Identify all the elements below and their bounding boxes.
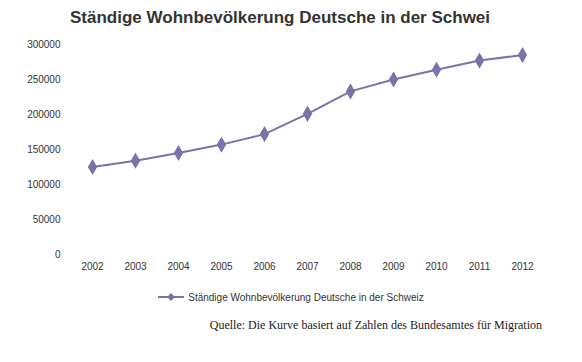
- svg-text:200000: 200000: [27, 109, 61, 120]
- svg-text:2012: 2012: [511, 261, 534, 272]
- svg-text:2002: 2002: [81, 261, 104, 272]
- svg-text:0: 0: [55, 249, 61, 260]
- svg-text:150000: 150000: [27, 144, 61, 155]
- svg-text:2011: 2011: [469, 261, 491, 272]
- svg-text:2009: 2009: [382, 261, 405, 272]
- html-text:Ständige Wohnbevölkerung Deuts: Ständige Wohnbevölkerung Deutsche in der…: [70, 8, 490, 27]
- html-text:Ständige Wohnbevölkerung Deuts: Ständige Wohnbevölkerung Deutsche in der…: [188, 291, 424, 303]
- svg-text:100000: 100000: [27, 179, 61, 190]
- svg-text:300000: 300000: [27, 39, 61, 50]
- svg-text:250000: 250000: [27, 74, 61, 85]
- svg-text:2007: 2007: [296, 261, 319, 272]
- svg-text:2008: 2008: [339, 261, 362, 272]
- svg-text:2006: 2006: [253, 261, 276, 272]
- svg-text:2010: 2010: [425, 261, 448, 272]
- svg-text:2003: 2003: [124, 261, 147, 272]
- html-text:Quelle: Die Kurve basiert auf: Quelle: Die Kurve basiert auf Zahlen des…: [209, 318, 542, 332]
- svg-text:50000: 50000: [33, 214, 61, 225]
- svg-text:2005: 2005: [210, 261, 233, 272]
- svg-text:2004: 2004: [167, 261, 190, 272]
